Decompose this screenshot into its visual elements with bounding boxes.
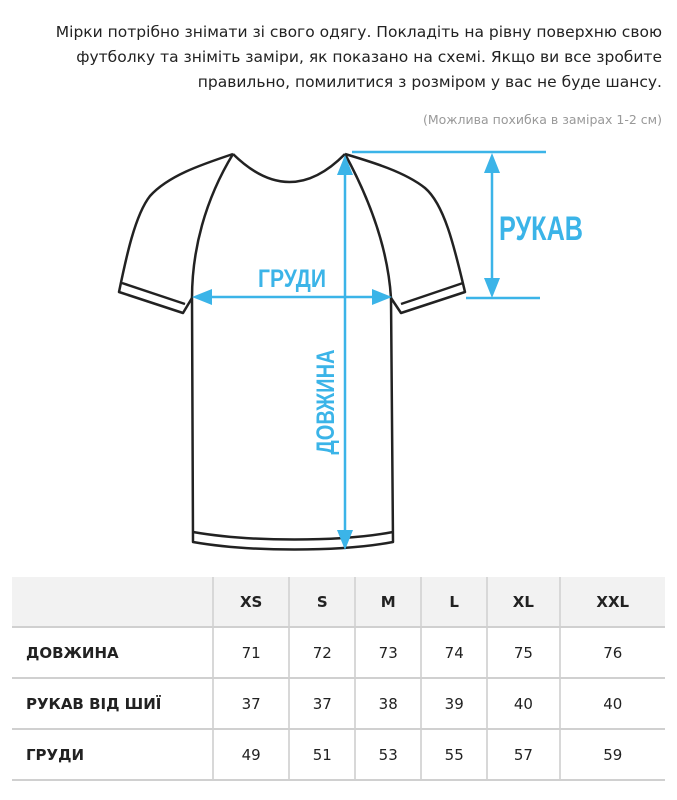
tshirt-outline [117, 152, 467, 551]
cell: 73 [354, 627, 422, 679]
cell: 76 [558, 627, 665, 679]
header-cell: M [354, 577, 422, 628]
cell: 37 [211, 678, 290, 730]
cell: 40 [486, 678, 560, 730]
cell: 37 [288, 678, 356, 730]
row-label: ДОВЖИНА [12, 627, 213, 679]
table-row: ДОВЖИНА 71 72 73 74 75 76 [12, 627, 665, 679]
chest-label: ГРУДИ [258, 265, 326, 293]
cell: 40 [558, 678, 665, 730]
tshirt-diagram: ГРУДИ РУКАВ ДОВЖИНА [117, 150, 583, 551]
header-cell: L [420, 577, 488, 628]
row-label: РУКАВ ВІД ШИЇ [12, 678, 213, 730]
cell: 39 [420, 678, 488, 730]
table-row: ГРУДИ 49 51 53 55 57 59 [12, 729, 665, 781]
length-label: ДОВЖИНА [312, 350, 340, 455]
cell: 49 [211, 729, 290, 781]
cell: 75 [486, 627, 560, 679]
header-cell: XL [486, 577, 560, 628]
measurement-arrows [192, 150, 546, 550]
cell: 38 [354, 678, 422, 730]
cell: 72 [288, 627, 356, 679]
sleeve-label: РУКАВ [499, 210, 583, 248]
cell: 59 [558, 729, 665, 781]
table-row: РУКАВ ВІД ШИЇ 37 37 38 39 40 40 [12, 678, 665, 730]
table-header-row: XS S M L XL XXL [12, 577, 665, 628]
row-label: ГРУДИ [12, 729, 213, 781]
header-cell: XXL [558, 577, 665, 628]
cell: 51 [288, 729, 356, 781]
size-table: XS S M L XL XXL ДОВЖИНА 71 72 73 74 75 7… [12, 577, 665, 781]
cell: 74 [420, 627, 488, 679]
measurement-note: (Можлива похибка в замірах 1-2 см) [422, 112, 662, 127]
header-cell [12, 577, 213, 628]
cell: 71 [211, 627, 290, 679]
cell: 53 [354, 729, 422, 781]
cell: 57 [486, 729, 560, 781]
header-cell: S [288, 577, 356, 628]
intro-text: Мірки потрібно знімати зі свого одягу. П… [55, 23, 662, 91]
cell: 55 [420, 729, 488, 781]
header-cell: XS [211, 577, 290, 628]
